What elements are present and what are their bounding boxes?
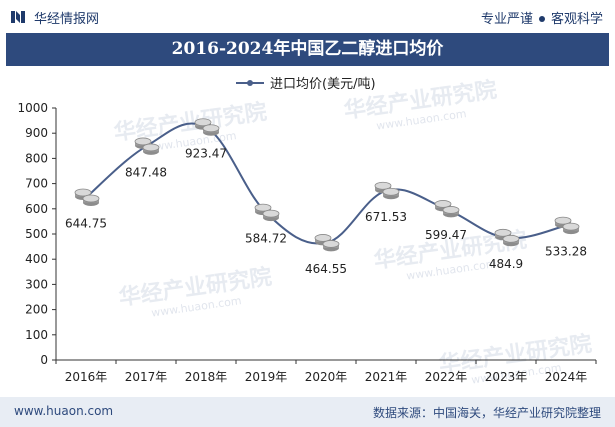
data-label: 671.53 xyxy=(365,210,407,224)
data-point-coin-icon xyxy=(494,228,520,247)
coin-top xyxy=(254,203,272,212)
x-tick-label: 2016年 xyxy=(65,370,108,384)
x-tick-label: 2019年 xyxy=(245,370,288,384)
data-point-coin-icon xyxy=(134,137,160,155)
data-label: 584.72 xyxy=(245,232,287,246)
slogan-left: 专业严谨 xyxy=(480,12,533,27)
chart-title: 2016-2024年中国乙二醇进口均价 xyxy=(171,39,444,59)
coin-top xyxy=(142,143,160,152)
y-tick-label: 800 xyxy=(25,151,48,165)
x-tick-label: 2020年 xyxy=(305,370,348,384)
data-point-coin-icon xyxy=(554,216,580,235)
footer-source: 数据来源：中国海关，华经产业研究院整理 xyxy=(372,406,601,420)
y-tick-label: 200 xyxy=(25,303,48,317)
chart-area: 华经产业研究院www.huaon.com华经产业研究院www.huaon.com… xyxy=(17,77,597,387)
coin-top xyxy=(194,118,212,127)
coin-top xyxy=(554,216,572,225)
x-tick-label: 2023年 xyxy=(485,370,528,384)
x-tick-label: 2018年 xyxy=(185,370,228,384)
data-point-coin-icon xyxy=(434,200,460,218)
slogan-dot-icon xyxy=(538,15,545,22)
coin-top xyxy=(314,234,332,242)
coin-top xyxy=(502,234,520,243)
coin-top xyxy=(374,181,392,190)
coin-top xyxy=(74,188,92,197)
x-tick-label: 2017年 xyxy=(125,370,168,384)
huajing-logo-icon xyxy=(11,11,25,23)
x-tick-label: 2022年 xyxy=(425,370,468,384)
y-tick-label: 900 xyxy=(25,126,48,140)
y-tick-label: 500 xyxy=(25,227,48,241)
chart-legend: 进口均价(美元/吨) xyxy=(236,77,376,92)
data-label: 464.55 xyxy=(305,262,347,276)
coin-top xyxy=(202,124,220,133)
data-point-coin-icon xyxy=(74,188,100,207)
coin-top xyxy=(494,228,512,237)
coin-top xyxy=(322,240,340,248)
coin-top xyxy=(442,206,460,214)
watermarks: 华经产业研究院www.huaon.com华经产业研究院www.huaon.com… xyxy=(112,77,593,387)
y-tick-label: 400 xyxy=(25,252,48,266)
footer: www.huaon.com 数据来源：中国海关，华经产业研究院整理 xyxy=(0,397,615,427)
data-point-coin-icon xyxy=(374,181,400,200)
x-tick-label: 2021年 xyxy=(365,370,408,384)
y-tick-label: 600 xyxy=(25,202,48,216)
legend-marker-icon xyxy=(247,80,253,86)
y-tick-label: 0 xyxy=(40,353,48,367)
legend-label: 进口均价(美元/吨) xyxy=(270,77,376,92)
slogan-right: 客观科学 xyxy=(550,12,603,27)
coin-top xyxy=(434,200,452,208)
y-tick-label: 1000 xyxy=(17,101,48,115)
data-point-coin-icon xyxy=(254,203,280,222)
y-tick-label: 700 xyxy=(25,177,48,191)
chart-axes: 0 100 200 300 400 500 600 700 800 900 1000 2016年 201… xyxy=(17,101,597,384)
data-point-coin-icon xyxy=(314,234,340,252)
data-label: 644.75 xyxy=(65,217,107,231)
y-tick-label: 100 xyxy=(25,328,48,342)
x-tick-label: 2024年 xyxy=(545,370,588,384)
data-label: 484.9 xyxy=(489,257,523,271)
footer-url[interactable]: www.huaon.com xyxy=(14,404,114,418)
title-bar: 2016-2024年中国乙二醇进口均价 xyxy=(6,33,609,66)
data-label: 533.28 xyxy=(545,245,587,259)
data-label: 599.47 xyxy=(425,228,467,242)
coin-top xyxy=(562,222,580,231)
chart-series: 644.75 847.48 923.47 584.72 464.55 671.53 599.… xyxy=(65,118,587,276)
y-tick-label: 300 xyxy=(25,277,48,291)
coin-top xyxy=(262,209,280,218)
coin-top xyxy=(382,187,400,196)
slogan: 专业严谨 客观科学 xyxy=(481,8,603,27)
data-label: 847.48 xyxy=(125,165,167,179)
data-label: 923.47 xyxy=(185,146,227,160)
coin-top xyxy=(82,194,100,203)
site-name[interactable]: 华经情报网 xyxy=(34,12,100,27)
coin-top xyxy=(134,137,152,146)
data-point-coin-icon xyxy=(194,118,220,136)
top-bar: 华经情报网 专业严谨 客观科学 xyxy=(0,0,615,33)
